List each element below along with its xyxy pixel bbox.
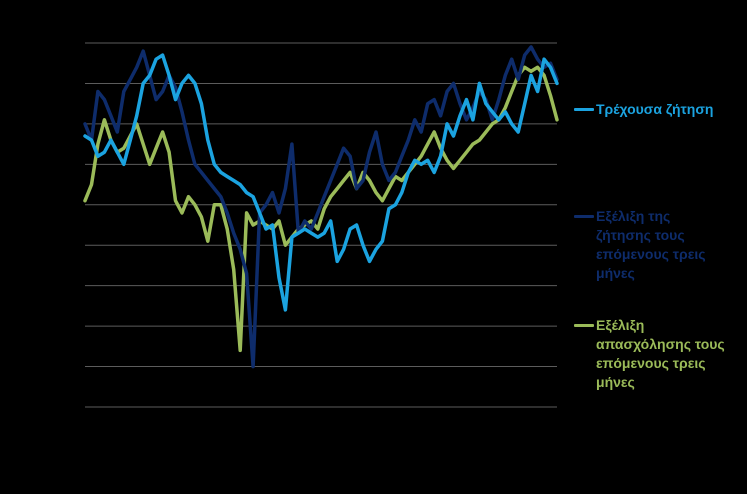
legend-swatch-employment-outlook [574,324,594,327]
legend-label-demand-outlook: Εξέλιξη της ζήτησης τους επόμενους τρεις… [596,208,706,281]
legend-swatch-current-demand [574,108,594,111]
legend-item-demand-outlook: Εξέλιξη της ζήτησης τους επόμενους τρεις… [574,207,714,283]
series-line-employment-outlook [83,65,559,353]
series-line-current-demand [83,53,559,312]
series-lines [83,45,559,369]
legend-swatch-demand-outlook [574,215,594,218]
legend-item-current-demand: Τρέχουσα ζήτηση [574,100,746,119]
legend-label-employment-outlook: Εξέλιξη απασχόλησης τους επόμενους τρεις… [596,317,725,390]
legend-item-employment-outlook: Εξέλιξη απασχόλησης τους επόμενους τρεις… [574,316,729,392]
legend-label-current-demand: Τρέχουσα ζήτηση [596,101,714,117]
series-line-demand-outlook [83,45,559,369]
